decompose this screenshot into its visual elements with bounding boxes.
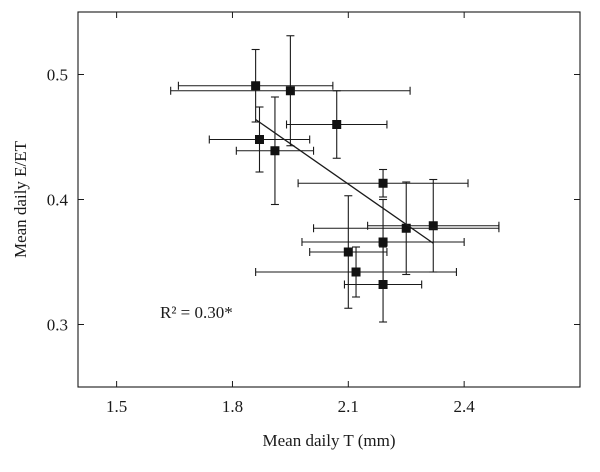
y-axis-label: Mean daily E/ET <box>11 140 30 258</box>
data-point <box>378 237 388 247</box>
regression-line <box>255 118 434 244</box>
data-point <box>270 146 280 156</box>
data-point <box>378 178 388 188</box>
x-tick-label: 1.5 <box>106 397 127 416</box>
x-axis-label: Mean daily T (mm) <box>263 431 396 450</box>
data-point <box>254 135 264 144</box>
data-point <box>343 247 353 257</box>
x-tick-label: 1.8 <box>222 397 243 416</box>
r-squared-annotation: R² = 0.30* <box>160 303 233 322</box>
data-point <box>378 280 388 289</box>
x-tick-label: 2.1 <box>338 397 359 416</box>
data-point <box>351 267 361 277</box>
data-point <box>251 81 261 91</box>
data-point <box>285 86 295 96</box>
y-tick-label: 0.5 <box>47 66 68 85</box>
plot-frame <box>77 11 581 388</box>
x-tick-label: 2.4 <box>454 397 476 416</box>
y-tick-label: 0.4 <box>47 191 69 210</box>
data-point <box>401 223 411 233</box>
y-tick-label: 0.3 <box>47 316 68 335</box>
data-point <box>332 120 342 129</box>
data-point <box>428 221 438 231</box>
plot-area: 1.5 1.8 2.1 2.4 0.3 0.4 0.5 Mean daily T (mm) Me… <box>11 11 581 450</box>
